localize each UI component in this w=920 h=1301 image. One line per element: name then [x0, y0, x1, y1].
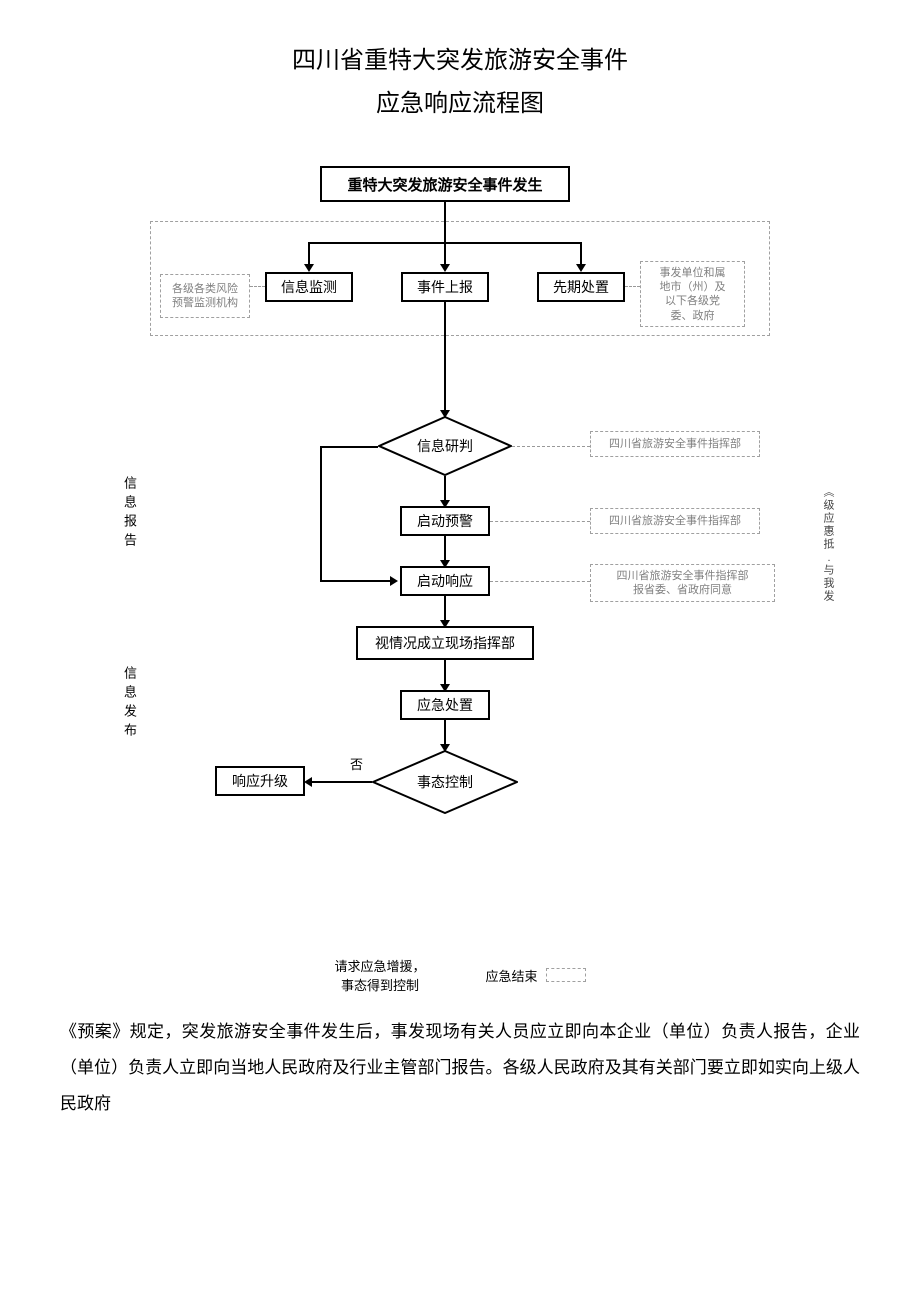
node-monitor: 信息监测 — [265, 272, 353, 302]
node-start: 重特大突发旅游安全事件发生 — [320, 166, 570, 202]
node-warn: 启动预警 — [400, 506, 490, 536]
legend-dash-icon — [546, 968, 586, 982]
node-resp: 启动响应 — [400, 566, 490, 596]
side-right-2: 四川省旅游安全事件指挥部 — [590, 431, 760, 457]
legend: 请求应急增援， 事态得到控制 应急结束 — [160, 956, 760, 994]
title-line-2: 应急响应流程图 — [60, 83, 860, 126]
body-paragraph: 《预案》规定，突发旅游安全事件发生后，事发现场有关人员应立即向本企业（单位）负责… — [60, 1014, 860, 1121]
vlabel-right: 《级应惠抵﹒与我发 — [820, 486, 836, 603]
title-block: 四川省重特大突发旅游安全事件 应急响应流程图 — [60, 40, 860, 126]
node-initial: 先期处置 — [537, 272, 625, 302]
legend-item-1: 请求应急增援， 事态得到控制 — [334, 956, 425, 994]
node-report: 事件上报 — [401, 272, 489, 302]
side-right-3: 四川省旅游安全事件指挥部 — [590, 508, 760, 534]
node-hq: 视情况成立现场指挥部 — [356, 626, 534, 660]
label-no: 否 — [350, 754, 363, 773]
vlabel-left-1: 信息报告 — [120, 476, 139, 552]
vlabel-left-2: 信息发布 — [120, 666, 139, 742]
flowchart: 重特大突发旅游安全事件发生 信息监测 事件上报 先期处置 各级各类风险 预警监测… — [60, 166, 860, 926]
side-right-1: 事发单位和属 地市（州）及 以下各级党 委、政府 — [640, 261, 745, 327]
side-right-4: 四川省旅游安全事件指挥部 报省委、省政府同意 — [590, 564, 775, 602]
decision-info: 信息研判 — [378, 416, 512, 476]
node-upgrade: 响应升级 — [215, 766, 305, 796]
node-handle: 应急处置 — [400, 690, 490, 720]
legend-item-2: 应急结束 — [486, 966, 586, 985]
title-line-1: 四川省重特大突发旅游安全事件 — [60, 40, 860, 83]
side-left-1: 各级各类风险 预警监测机构 — [160, 274, 250, 318]
decision-control: 事态控制 — [372, 750, 518, 814]
